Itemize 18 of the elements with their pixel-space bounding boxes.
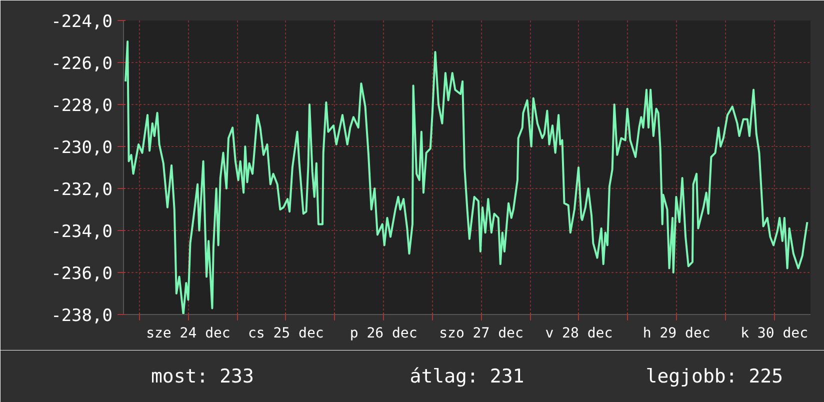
- text: legjobb: 225: [646, 366, 784, 388]
- y-tick-label: -230,0: [51, 138, 113, 158]
- y-tick-label: -238,0: [51, 306, 113, 326]
- y-tick-label: -232,0: [51, 180, 113, 200]
- x-tick-label: sze 24 dec: [146, 326, 230, 342]
- x-tick-label: p 26 dec: [350, 326, 418, 342]
- text: most: 233: [150, 366, 254, 388]
- x-tick-label: k 30 dec: [740, 326, 808, 342]
- text: átlag: 231: [410, 366, 524, 388]
- x-tick-label: szo 27 dec: [439, 326, 524, 342]
- x-tick-label: cs 25 dec: [248, 326, 324, 342]
- x-tick-label: v 28 dec: [545, 326, 613, 342]
- x-tick-label: h 29 dec: [642, 326, 710, 342]
- y-tick-label: -236,0: [51, 264, 113, 284]
- y-tick-label: -228,0: [51, 96, 113, 116]
- y-tick-label: -224,0: [51, 12, 113, 32]
- y-tick-label: -234,0: [51, 222, 113, 242]
- y-tick-label: -226,0: [51, 54, 113, 74]
